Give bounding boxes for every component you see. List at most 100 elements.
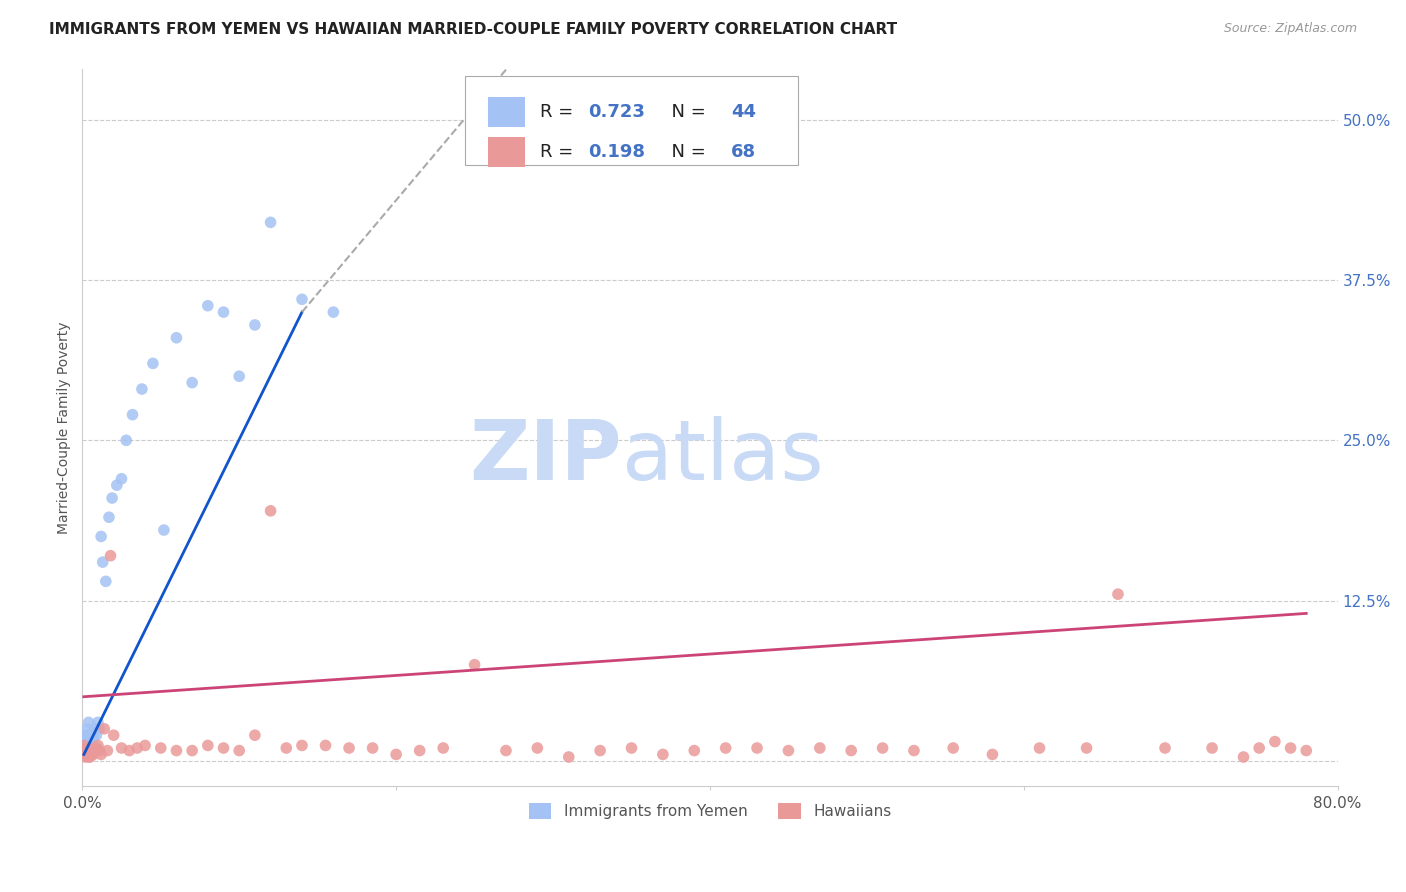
Point bbox=[82, 731, 104, 745]
Point bbox=[73, 747, 96, 762]
Point bbox=[197, 299, 219, 313]
Text: 0.198: 0.198 bbox=[588, 143, 645, 161]
Point bbox=[165, 331, 187, 345]
Point bbox=[432, 741, 454, 756]
Point bbox=[86, 741, 108, 756]
Y-axis label: Married-Couple Family Poverty: Married-Couple Family Poverty bbox=[58, 321, 72, 533]
Text: 68: 68 bbox=[731, 143, 756, 161]
Point bbox=[77, 743, 100, 757]
Point bbox=[620, 741, 643, 756]
Point bbox=[1232, 750, 1254, 764]
Point bbox=[839, 743, 862, 757]
Point bbox=[134, 739, 156, 753]
Point bbox=[79, 741, 101, 756]
FancyBboxPatch shape bbox=[465, 76, 797, 165]
Point bbox=[808, 741, 831, 756]
Point bbox=[558, 750, 581, 764]
Point bbox=[75, 750, 97, 764]
Point bbox=[105, 478, 128, 492]
Point bbox=[86, 728, 108, 742]
Point bbox=[75, 728, 97, 742]
Point bbox=[100, 549, 122, 563]
Point bbox=[77, 743, 100, 757]
Point bbox=[1201, 741, 1223, 756]
Point bbox=[75, 743, 97, 757]
Point bbox=[96, 743, 118, 757]
Point bbox=[1264, 734, 1286, 748]
Point bbox=[714, 741, 737, 756]
Point bbox=[115, 434, 138, 448]
Point bbox=[110, 472, 132, 486]
Point bbox=[495, 743, 517, 757]
Point bbox=[121, 408, 143, 422]
Point bbox=[778, 743, 800, 757]
Point bbox=[79, 728, 101, 742]
FancyBboxPatch shape bbox=[488, 136, 526, 167]
Point bbox=[291, 739, 314, 753]
Point bbox=[181, 743, 204, 757]
Point bbox=[118, 743, 141, 757]
Text: ZIP: ZIP bbox=[470, 416, 621, 497]
Point bbox=[315, 739, 337, 753]
Text: R =: R = bbox=[540, 143, 579, 161]
Point bbox=[73, 741, 96, 756]
Point bbox=[77, 715, 100, 730]
Point bbox=[228, 743, 250, 757]
Point bbox=[212, 741, 235, 756]
Point bbox=[651, 747, 673, 762]
Legend: Immigrants from Yemen, Hawaiians: Immigrants from Yemen, Hawaiians bbox=[523, 797, 897, 825]
Point bbox=[79, 741, 101, 756]
Point bbox=[76, 741, 98, 756]
Point bbox=[291, 293, 314, 307]
Point bbox=[243, 318, 266, 332]
Point bbox=[94, 574, 117, 589]
Point bbox=[683, 743, 706, 757]
Text: R =: R = bbox=[540, 103, 579, 120]
Point bbox=[76, 741, 98, 756]
Point bbox=[228, 369, 250, 384]
Point bbox=[90, 529, 112, 543]
Point bbox=[1249, 741, 1271, 756]
Point bbox=[76, 731, 98, 745]
Point bbox=[903, 743, 925, 757]
Point bbox=[87, 739, 110, 753]
Point bbox=[82, 747, 104, 762]
Point bbox=[942, 741, 965, 756]
Text: 44: 44 bbox=[731, 103, 756, 120]
Point bbox=[181, 376, 204, 390]
Point bbox=[361, 741, 384, 756]
Point bbox=[1076, 741, 1098, 756]
Point bbox=[149, 741, 172, 756]
Point bbox=[212, 305, 235, 319]
Point bbox=[197, 739, 219, 753]
Point bbox=[93, 722, 115, 736]
Point bbox=[408, 743, 430, 757]
Point bbox=[745, 741, 768, 756]
Point bbox=[75, 743, 97, 757]
Point bbox=[142, 356, 165, 370]
Point bbox=[90, 747, 112, 762]
Point bbox=[1154, 741, 1177, 756]
Point bbox=[259, 215, 281, 229]
Text: N =: N = bbox=[659, 103, 711, 120]
Point bbox=[872, 741, 894, 756]
Point bbox=[75, 739, 97, 753]
FancyBboxPatch shape bbox=[488, 96, 526, 127]
Point bbox=[89, 743, 111, 757]
Point bbox=[98, 510, 121, 524]
Point bbox=[80, 734, 103, 748]
Point bbox=[981, 747, 1004, 762]
Text: IMMIGRANTS FROM YEMEN VS HAWAIIAN MARRIED-COUPLE FAMILY POVERTY CORRELATION CHAR: IMMIGRANTS FROM YEMEN VS HAWAIIAN MARRIE… bbox=[49, 22, 897, 37]
Point bbox=[73, 734, 96, 748]
Point bbox=[75, 747, 97, 762]
Point bbox=[76, 722, 98, 736]
Point bbox=[385, 747, 408, 762]
Point bbox=[276, 741, 298, 756]
Point bbox=[153, 523, 176, 537]
Point bbox=[77, 734, 100, 748]
Point bbox=[1295, 743, 1317, 757]
Point bbox=[83, 743, 105, 757]
Point bbox=[76, 747, 98, 762]
Text: 0.723: 0.723 bbox=[588, 103, 645, 120]
Point bbox=[127, 741, 149, 756]
